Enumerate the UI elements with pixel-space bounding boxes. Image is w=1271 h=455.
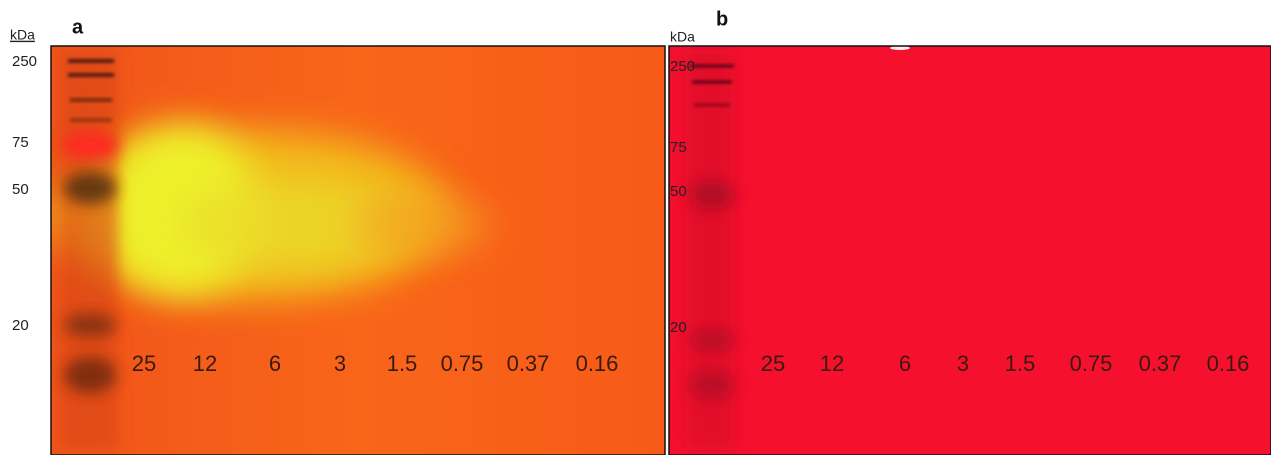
lane-label: 3 xyxy=(334,351,346,376)
panel-label: a xyxy=(72,16,84,38)
panel-label: b xyxy=(716,8,728,30)
marker-label: 50 xyxy=(12,181,29,198)
gel-b xyxy=(669,46,1271,455)
lane-label: 0.37 xyxy=(507,351,550,376)
lane-label: 0.16 xyxy=(1207,351,1250,376)
lane-label: 1.5 xyxy=(1005,351,1036,376)
lane-label: 6 xyxy=(899,351,911,376)
lane-label: 0.37 xyxy=(1139,351,1182,376)
lane-label: 25 xyxy=(761,351,785,376)
figure: a kDa 250 75 50 20 25 12 6 3 1.5 0.75 0.37 0.16 b kDa 25… xyxy=(0,0,1271,455)
lane-label: 1.5 xyxy=(387,351,418,376)
marker-label: 50 xyxy=(670,183,687,200)
gel-a xyxy=(50,46,665,455)
lane-label: 25 xyxy=(132,351,156,376)
marker-label: 75 xyxy=(670,139,687,156)
marker-label: 20 xyxy=(670,319,687,336)
unit-label: kDa xyxy=(670,29,695,45)
marker-label: 75 xyxy=(12,134,29,151)
lane-label: 12 xyxy=(193,351,217,376)
lane-label: 3 xyxy=(957,351,969,376)
lane-label: 6 xyxy=(269,351,281,376)
marker-label: 250 xyxy=(12,53,37,70)
lane-label: 0.75 xyxy=(441,351,484,376)
lane-label: 0.75 xyxy=(1070,351,1113,376)
lane-label: 12 xyxy=(820,351,844,376)
unit-label: kDa xyxy=(10,27,35,43)
marker-label: 250 xyxy=(670,58,695,75)
lane-label: 0.16 xyxy=(576,351,619,376)
marker-label: 20 xyxy=(12,317,29,334)
